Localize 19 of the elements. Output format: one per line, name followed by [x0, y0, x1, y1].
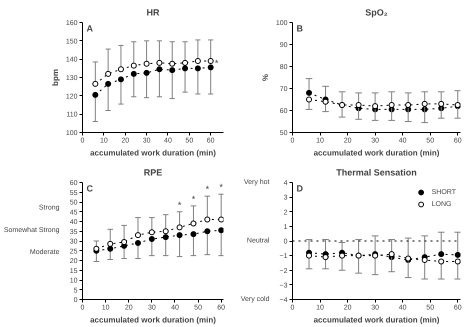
chart-title: HR — [146, 8, 160, 18]
annotation: * — [178, 200, 182, 210]
x-axis-title: accumulated work duration (min) — [314, 316, 440, 324]
annotation: D — [296, 184, 304, 194]
annotation: * — [192, 194, 196, 204]
chart-title: SpO₂ — [365, 8, 388, 18]
y-axis-title: % — [260, 74, 270, 82]
annotation: A — [86, 24, 94, 34]
annotation: * — [214, 58, 219, 68]
annotation: B — [296, 24, 304, 34]
annotation: C — [86, 184, 94, 194]
chart-title: Thermal Sensation — [336, 168, 417, 178]
x-axis-title: accumulated work duration (min) — [90, 148, 216, 158]
x-axis-title: accumulated work duration (min) — [90, 316, 216, 324]
y-axis-title: bpm — [50, 69, 60, 86]
x-axis-title: accumulated work duration (min) — [314, 148, 440, 158]
annotation: * — [206, 184, 210, 194]
annotation: * — [219, 182, 224, 192]
chart-title: RPE — [144, 168, 162, 178]
